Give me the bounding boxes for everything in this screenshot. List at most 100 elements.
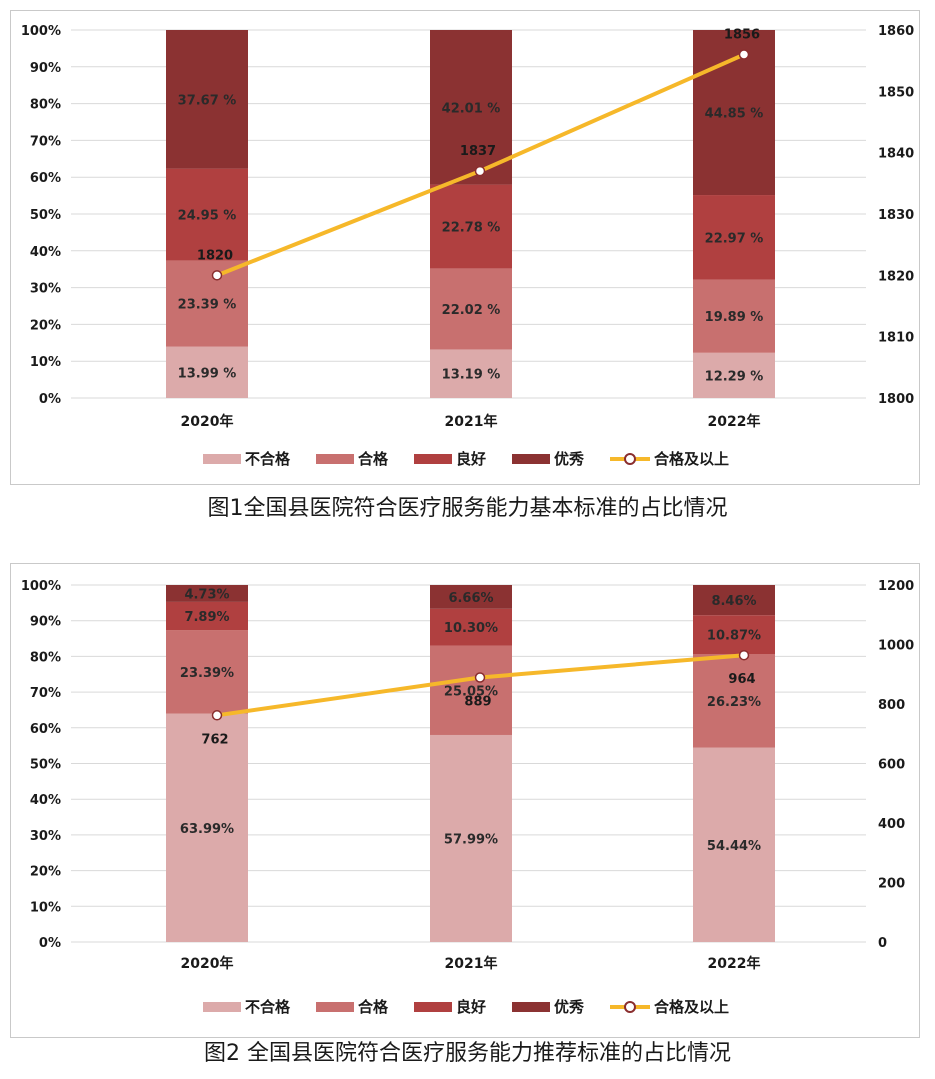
x-tick-label: 2021年	[445, 955, 498, 972]
caption-figure-1: 图1全国县医院符合医疗服务能力基本标准的占比情况	[207, 496, 728, 521]
legend-item: 优秀	[512, 996, 584, 1017]
bar-segment	[693, 195, 775, 280]
bar-data-label: 63.99%	[180, 822, 234, 837]
y-tick-label: 60%	[30, 171, 61, 186]
bar-segment	[430, 608, 512, 646]
bar-data-label: 19.89 %	[705, 310, 764, 325]
caption-figure-2: 图2 全国县医院符合医疗服务能力推荐标准的占比情况	[204, 1041, 731, 1066]
legend-swatch	[202, 1001, 241, 1012]
y-tick-label: 20%	[30, 865, 61, 880]
bar-data-label: 22.02 %	[442, 303, 501, 318]
bar-segment	[430, 349, 512, 398]
y2-tick-label: 1840	[878, 147, 914, 162]
legend-swatch	[413, 453, 452, 464]
legend-item: 良好	[413, 448, 486, 469]
bar-data-label: 37.67 %	[178, 93, 237, 108]
bar-data-label: 23.39%	[180, 666, 234, 681]
line-point	[474, 672, 486, 683]
y-tick-label: 80%	[30, 650, 61, 665]
bar-segment	[430, 268, 512, 350]
line-point	[738, 49, 750, 60]
y2-tick-label: 800	[878, 698, 905, 713]
bar-data-label: 10.30%	[444, 621, 498, 636]
y-tick-label: 50%	[30, 758, 61, 773]
bar-data-label: 23.39 %	[178, 297, 237, 312]
legend-swatch	[315, 1001, 354, 1012]
line-data-label: 1837	[460, 144, 496, 159]
legend-label: 合格及以上	[654, 998, 730, 1016]
bar-segment	[430, 734, 512, 942]
bar-segment	[693, 279, 775, 353]
legend-label: 不合格	[244, 450, 290, 468]
legend-item: 不合格	[202, 448, 290, 469]
y-tick-label: 70%	[30, 686, 61, 701]
y-tick-label: 40%	[30, 245, 61, 260]
bar-data-label: 7.89%	[184, 610, 229, 625]
bar-data-label: 44.85 %	[705, 107, 764, 122]
bar-data-label: 13.19 %	[442, 368, 501, 383]
bar-data-label: 6.66%	[448, 591, 493, 606]
legend-label: 合格	[357, 450, 388, 468]
line-point	[211, 710, 223, 721]
x-tick-label: 2022年	[708, 413, 761, 430]
line-data-label: 1820	[197, 248, 233, 263]
x-tick-label: 2020年	[181, 413, 234, 430]
y-tick-label: 30%	[30, 829, 61, 844]
bar-segment	[166, 346, 248, 398]
y-tick-label: 70%	[30, 134, 61, 149]
y-tick-label: 90%	[30, 615, 61, 630]
bar-segment	[166, 30, 248, 169]
line-data-label: 889	[464, 695, 491, 710]
chart-panel-basic: 0% 10% 20% 30% 40% 50% 60% 70% 80% 90% 100% 1800 181…	[10, 10, 920, 485]
bar-segment	[693, 352, 775, 398]
y-tick-label: 0%	[39, 936, 61, 951]
y2-tick-label: 400	[878, 817, 905, 832]
bar-data-label: 12.29 %	[705, 369, 764, 384]
y2-tick-label: 1820	[878, 269, 914, 284]
bar-segment	[166, 168, 248, 261]
bar-segment	[693, 585, 775, 616]
x-tick-label: 2022年	[708, 955, 761, 972]
y-tick-label: 20%	[30, 318, 61, 333]
legend-label: 优秀	[554, 450, 585, 468]
bar-segment	[693, 615, 775, 655]
y-tick-label: 10%	[30, 355, 61, 370]
y-tick-label: 50%	[30, 208, 61, 223]
legend-label: 优秀	[554, 998, 585, 1016]
legend-label: 不合格	[244, 998, 290, 1016]
line-point	[211, 270, 223, 281]
bar-data-label: 54.44%	[707, 839, 761, 854]
bar-segment	[430, 30, 512, 185]
line-data-label: 964	[728, 672, 755, 687]
legend-basic: 不合格 合格 良好 优秀 合格及以上	[11, 448, 921, 469]
legend-line-swatch	[610, 1000, 651, 1014]
bar-data-label: 25.05%	[444, 684, 498, 699]
line-point	[738, 649, 750, 661]
bar-data-label: 22.78 %	[442, 221, 501, 236]
y-tick-label: 30%	[30, 282, 61, 297]
legend-swatch	[512, 1001, 550, 1012]
bar-data-label: 26.23%	[707, 695, 761, 710]
legend-item: 优秀	[512, 448, 584, 469]
bar-segment	[430, 645, 512, 735]
line-data-label: 1856	[724, 28, 760, 43]
bar-data-label: 24.95 %	[178, 209, 237, 224]
bar-segment	[693, 654, 775, 748]
legend-item: 合格	[315, 448, 388, 469]
y-tick-label: 80%	[30, 98, 61, 113]
legend-item: 良好	[413, 996, 486, 1017]
legend-label: 良好	[455, 450, 486, 468]
legend-swatch	[512, 453, 550, 464]
y2-tick-label: 200	[878, 877, 905, 892]
bar-segment	[166, 630, 248, 714]
y2-tick-label: 1810	[878, 331, 914, 346]
y2-tick-label: 1000	[878, 639, 914, 654]
bar-segment	[166, 601, 248, 631]
y-tick-label: 100%	[21, 24, 61, 39]
y2-tick-label: 1860	[878, 24, 914, 39]
x-tick-label: 2021年	[445, 413, 498, 430]
legend-swatch	[413, 1001, 452, 1012]
bar-data-label: 4.73%	[184, 587, 229, 602]
bar-data-label: 22.97 %	[705, 231, 764, 246]
legend-recommended: 不合格 合格 良好 优秀 合格及以上	[11, 996, 921, 1017]
